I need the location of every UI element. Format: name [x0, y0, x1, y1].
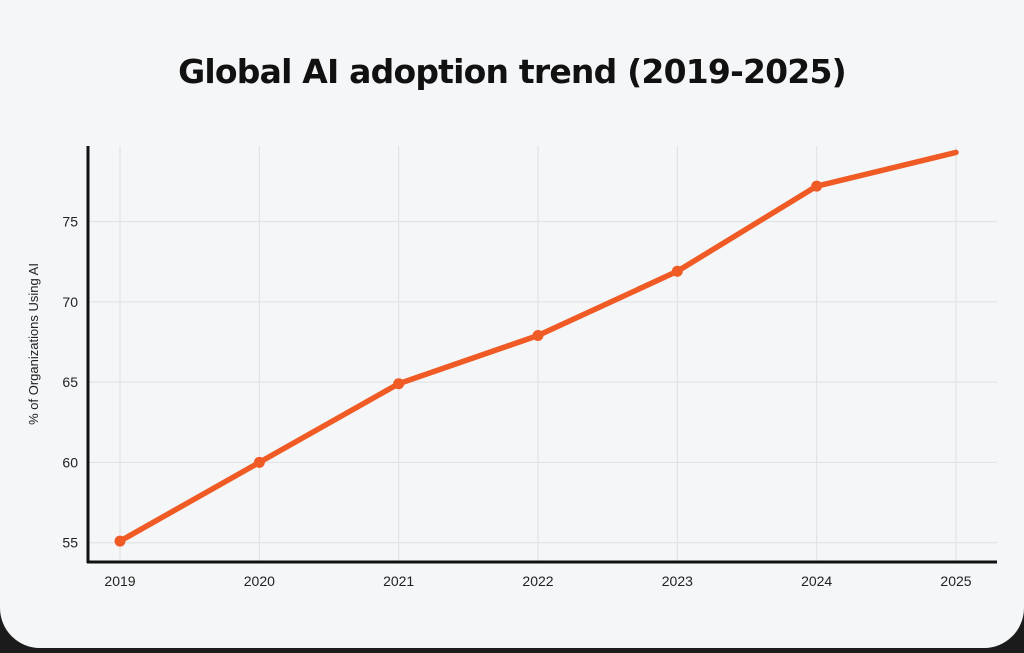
grid	[88, 146, 997, 562]
x-tick-label: 2022	[522, 573, 553, 589]
y-tick-label: 65	[62, 374, 78, 390]
x-tick-label: 2021	[383, 573, 414, 589]
chart-title: Global AI adoption trend (2019-2025)	[178, 52, 847, 91]
y-tick-label: 70	[62, 294, 78, 310]
data-point	[253, 456, 265, 468]
data-point	[114, 535, 126, 547]
x-tick-label: 2019	[104, 573, 135, 589]
x-tick-label: 2024	[801, 573, 832, 589]
data-point	[393, 378, 405, 390]
x-tick-label: 2020	[244, 573, 275, 589]
x-tick-label: 2023	[662, 573, 693, 589]
y-tick-label: 75	[62, 213, 78, 229]
axes	[86, 146, 997, 564]
x-tick-label: 2025	[940, 573, 971, 589]
x-tick-labels: 2019 2020 2021 2022 2023 2024 2025	[104, 573, 971, 589]
y-tick-label: 55	[62, 535, 78, 551]
y-tick-label: 60	[62, 454, 78, 470]
y-tick-labels: 55 60 65 70 75	[62, 213, 78, 550]
data-point	[811, 180, 823, 192]
data-point	[671, 265, 683, 277]
y-axis-title: % of Organizations Using AI	[26, 263, 41, 425]
series	[114, 149, 959, 547]
data-point	[532, 330, 544, 342]
